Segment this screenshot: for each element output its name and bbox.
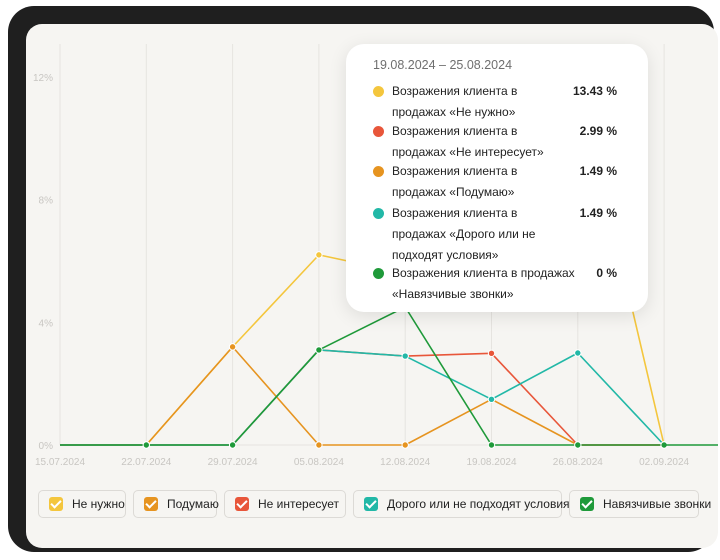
chart-screen: 12% 8% 4% 0% 15.07.2024 22.07.2024 29.07.2024 0… bbox=[26, 24, 718, 548]
tooltip-dot bbox=[373, 208, 384, 219]
tooltip-label: Возражения клиента в продажах «Подумаю» bbox=[392, 164, 518, 199]
series-point-4 bbox=[487, 395, 496, 404]
y-tick-label: 0% bbox=[39, 441, 54, 452]
tooltip-value: 2.99 % bbox=[579, 124, 617, 138]
tooltip-dot bbox=[373, 268, 384, 279]
series-point-5 bbox=[574, 441, 582, 449]
series-point-5 bbox=[487, 441, 496, 449]
series-point-5 bbox=[315, 346, 323, 354]
x-tick-label: 15.07.2024 bbox=[35, 457, 85, 468]
checkbox-icon[interactable] bbox=[49, 497, 63, 511]
x-tick-label: 19.08.2024 bbox=[466, 457, 516, 468]
device-frame: 12% 8% 4% 0% 15.07.2024 22.07.2024 29.07.2024 0… bbox=[8, 6, 718, 552]
tooltip-value: 1.49 % bbox=[579, 206, 617, 220]
x-tick-label: 02.09.2024 bbox=[639, 457, 689, 468]
x-tick-label: 29.07.2024 bbox=[208, 457, 258, 468]
x-tick-label: 26.08.2024 bbox=[553, 457, 603, 468]
legend-toggle-2[interactable]: Подумаю bbox=[133, 490, 219, 518]
tooltip-value: 0 % bbox=[596, 266, 617, 280]
y-tick-label: 12% bbox=[33, 73, 53, 84]
series-point-5 bbox=[228, 441, 237, 449]
checkbox-icon[interactable] bbox=[235, 497, 249, 511]
series-point-3 bbox=[487, 349, 496, 358]
legend-label: Не интересует bbox=[258, 497, 340, 511]
tooltip-value: 1.49 % bbox=[579, 164, 617, 178]
tooltip-dot bbox=[373, 166, 384, 177]
tooltip-dot bbox=[373, 126, 384, 137]
x-tick-label: 05.08.2024 bbox=[294, 457, 344, 468]
series-point-1 bbox=[315, 251, 323, 259]
legend-label: Навязчивые звонки bbox=[603, 497, 712, 511]
legend-label: Не нужно bbox=[72, 497, 125, 511]
x-tick-label: 12.08.2024 bbox=[380, 457, 430, 468]
legend-label: Дорого или не подходят условия bbox=[387, 497, 570, 511]
series-point-5 bbox=[142, 441, 151, 449]
checkbox-icon[interactable] bbox=[580, 497, 594, 511]
series-line-3 bbox=[60, 349, 665, 446]
chart-tooltip: 19.08.2024 – 25.08.2024 Возражения клиен… bbox=[346, 44, 648, 312]
series-line-5 bbox=[60, 306, 665, 446]
series-point-2 bbox=[228, 343, 237, 351]
legend-toggle-3[interactable]: Не интересует bbox=[224, 490, 346, 518]
series-point-2 bbox=[401, 441, 409, 449]
tooltip-label: Возражения клиента в продажах «Дорого ил… bbox=[392, 206, 536, 262]
legend-label: Подумаю bbox=[167, 497, 219, 511]
tooltip-dot bbox=[373, 86, 384, 97]
series-point-4 bbox=[401, 352, 409, 360]
tooltip-label: Возражения клиента в продажах «Навязчивы… bbox=[392, 266, 575, 301]
checkbox-icon[interactable] bbox=[364, 497, 378, 511]
series-line-4 bbox=[60, 349, 665, 446]
series-line-2 bbox=[60, 346, 665, 446]
tooltip-value: 13.43 % bbox=[572, 84, 617, 98]
legend-toggle-4[interactable]: Дорого или не подходят условия bbox=[353, 490, 570, 518]
tooltip-date-range: 19.08.2024 – 25.08.2024 bbox=[373, 58, 513, 72]
tooltip-label: Возражения клиента в продажах «Не интере… bbox=[392, 124, 544, 159]
series-point-4 bbox=[574, 349, 582, 357]
tooltip-label: Возражения клиента в продажах «Не нужно» bbox=[392, 84, 518, 119]
legend-toggle-1[interactable]: Не нужно bbox=[38, 490, 126, 518]
y-tick-label: 8% bbox=[39, 196, 54, 207]
y-tick-label: 4% bbox=[39, 318, 54, 329]
checkbox-icon[interactable] bbox=[144, 497, 158, 511]
x-tick-label: 22.07.2024 bbox=[121, 457, 171, 468]
legend-toggle-5[interactable]: Навязчивые звонки bbox=[569, 490, 711, 518]
series-point-2 bbox=[315, 441, 323, 449]
